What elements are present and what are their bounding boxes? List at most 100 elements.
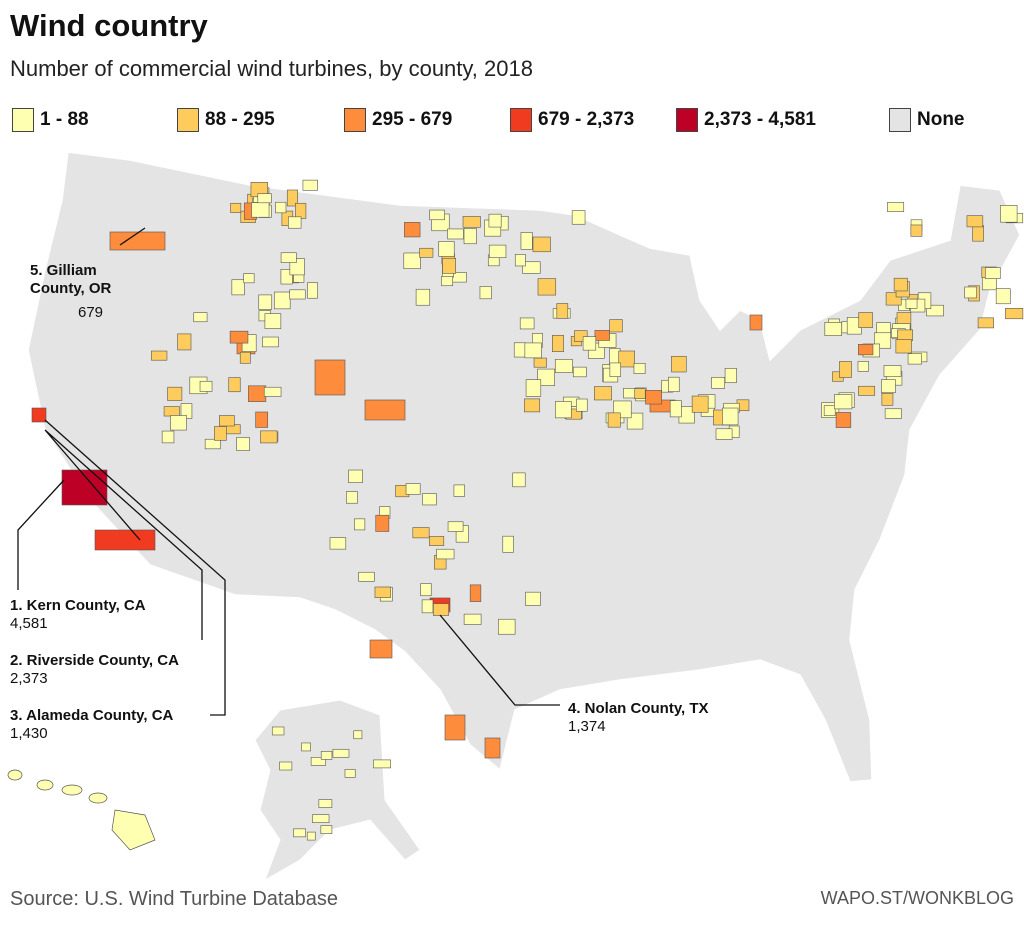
county — [893, 277, 908, 292]
annotation-value: 4,581 — [10, 615, 48, 632]
county — [436, 548, 455, 560]
county — [834, 394, 853, 410]
county — [374, 586, 391, 598]
chart-subtitle: Number of commercial wind turbines, by c… — [10, 56, 533, 81]
legend-item: None — [889, 108, 965, 132]
county — [364, 399, 406, 421]
county — [288, 216, 302, 229]
county — [353, 730, 363, 740]
county — [881, 379, 896, 394]
county — [310, 757, 326, 766]
county — [318, 799, 333, 808]
county — [264, 313, 282, 329]
legend-label: None — [917, 109, 965, 130]
county — [823, 405, 836, 416]
county — [984, 267, 1001, 279]
annotation-kern: 1. Kern County, CA 4,581 — [10, 597, 146, 633]
hawaii — [7, 769, 156, 851]
county — [462, 216, 481, 228]
county — [722, 407, 739, 426]
county — [519, 317, 535, 330]
county — [405, 483, 421, 495]
county — [633, 363, 646, 374]
county — [279, 761, 293, 771]
legend-swatch — [177, 108, 199, 132]
county — [463, 228, 477, 245]
county — [502, 535, 514, 553]
county — [571, 210, 586, 225]
annotation-name: 3. Alameda County, CA — [10, 707, 174, 724]
county — [858, 344, 874, 356]
county — [346, 491, 358, 504]
county — [512, 472, 526, 488]
county — [422, 493, 437, 506]
county — [260, 430, 278, 444]
county — [329, 537, 347, 550]
county — [711, 376, 725, 389]
annotation-name: 2. Riverside County, CA — [10, 652, 179, 669]
county — [236, 437, 250, 451]
source-note: Source: U.S. Wind Turbine Database — [10, 888, 338, 910]
county — [199, 380, 213, 392]
county — [1005, 308, 1024, 320]
county — [257, 193, 272, 204]
county — [312, 814, 330, 823]
legend-item: 2,373 - 4,581 — [676, 108, 816, 132]
county — [835, 412, 852, 428]
county — [537, 368, 555, 386]
county — [314, 359, 346, 396]
county — [525, 591, 541, 606]
county — [358, 571, 375, 582]
county — [537, 278, 557, 296]
legend-swatch — [344, 108, 366, 132]
county — [857, 361, 869, 372]
annotation-nolan: 4. Nolan County, TX 1,374 — [568, 700, 709, 736]
county — [170, 415, 187, 431]
annotation-name: 4. Nolan County, TX — [568, 700, 709, 717]
annotation-value: 1,374 — [568, 718, 606, 735]
county — [524, 398, 541, 413]
county — [419, 247, 434, 258]
county — [231, 279, 245, 296]
county — [884, 408, 902, 419]
county — [375, 514, 390, 532]
county — [438, 241, 455, 257]
legend-swatch — [676, 108, 698, 132]
county — [582, 336, 597, 351]
county — [966, 215, 984, 228]
county — [977, 317, 994, 329]
county — [219, 415, 235, 427]
county — [344, 769, 356, 778]
county — [964, 286, 977, 299]
county — [301, 742, 311, 752]
annotation-value: 679 — [78, 304, 104, 321]
county — [239, 351, 251, 364]
county — [193, 312, 208, 323]
county — [634, 388, 646, 399]
county — [881, 392, 894, 406]
county — [307, 282, 318, 299]
county — [897, 329, 913, 341]
county — [262, 336, 279, 348]
annotation-value: 2,373 — [10, 670, 48, 687]
leader-lines — [17, 227, 560, 716]
county — [972, 225, 984, 242]
county — [572, 366, 587, 378]
county — [177, 333, 192, 351]
county — [258, 294, 273, 310]
county — [306, 831, 316, 841]
county — [442, 257, 457, 274]
county — [204, 438, 221, 450]
county — [429, 536, 445, 546]
county — [441, 276, 454, 287]
county — [263, 386, 282, 397]
annotation-gilliam: 5. Gilliam County, OR 679 — [30, 262, 111, 322]
county — [280, 252, 297, 263]
county — [533, 357, 547, 368]
county-layer — [31, 179, 1024, 841]
county — [484, 737, 501, 759]
county — [524, 342, 542, 359]
county — [255, 411, 269, 428]
county — [532, 236, 551, 253]
